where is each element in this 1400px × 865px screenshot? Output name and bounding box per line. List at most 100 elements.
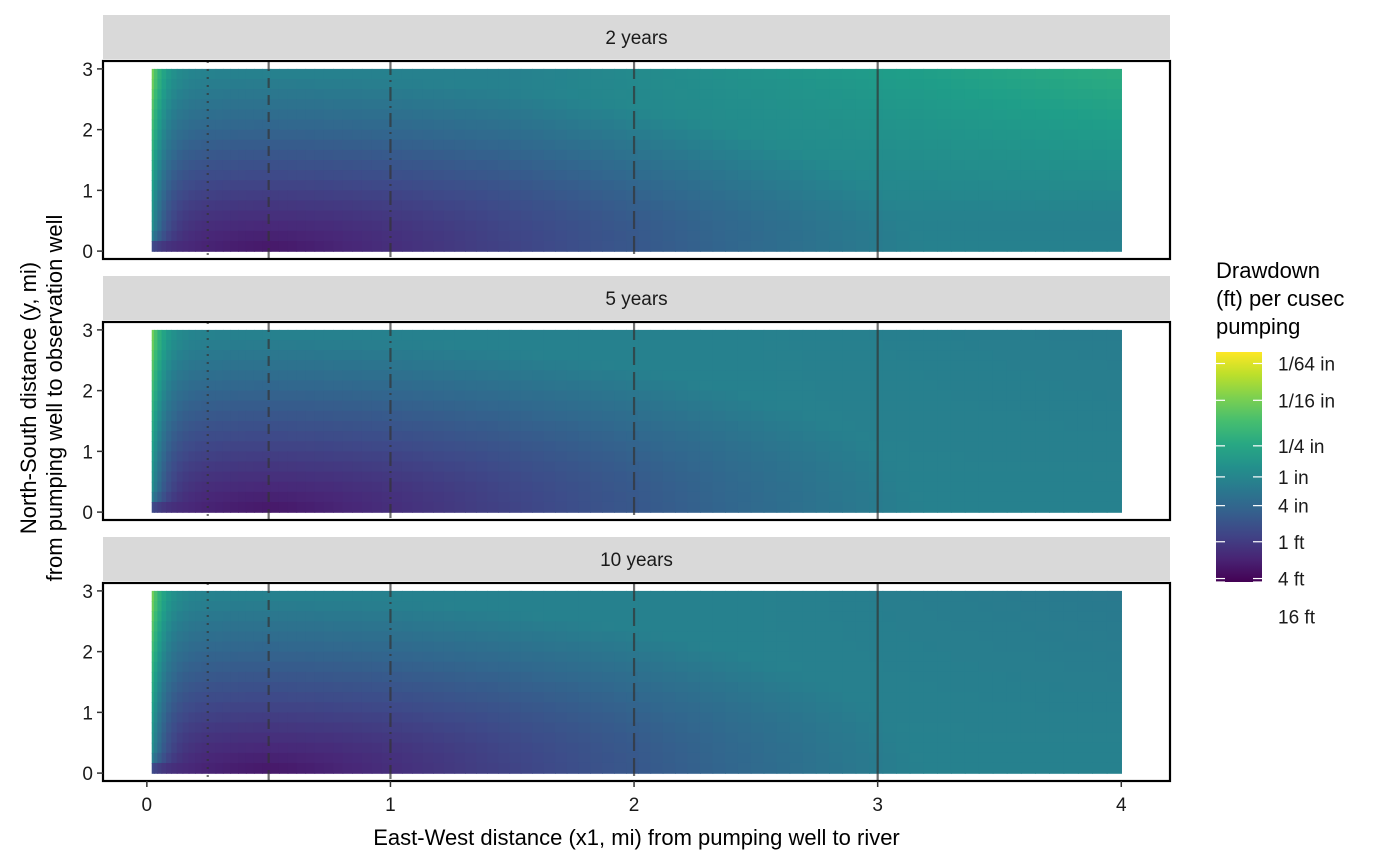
heatmap-cell	[687, 471, 701, 483]
heatmap-cell	[1020, 79, 1036, 90]
heatmap-cell	[443, 89, 456, 100]
heatmap-cell	[412, 119, 424, 131]
heatmap-cell	[626, 119, 639, 131]
heatmap-cell	[750, 661, 765, 673]
heatmap-cell	[815, 190, 830, 202]
heatmap-cell	[842, 601, 857, 612]
heatmap-cell	[675, 329, 689, 341]
heatmap-cell	[498, 400, 511, 412]
heatmap-cell	[151, 712, 155, 724]
heatmap-cell	[487, 390, 499, 402]
heatmap-cell	[509, 451, 522, 463]
heatmap-cell	[638, 149, 652, 161]
heatmap-cell	[815, 621, 830, 633]
heatmap-cell	[151, 200, 155, 212]
heatmap-cell	[687, 762, 701, 774]
heatmap-cell	[1077, 109, 1093, 121]
heatmap-cell	[923, 732, 938, 744]
heatmap-cell	[381, 89, 393, 100]
heatmap-cell	[1077, 742, 1093, 754]
heatmap-cell	[815, 350, 830, 361]
heatmap-cell	[476, 109, 488, 121]
heatmap-cell	[578, 210, 591, 222]
heatmap-cell	[487, 742, 499, 754]
heatmap-cell	[323, 671, 334, 683]
heatmap-cell	[433, 421, 445, 432]
heatmap-cell	[296, 380, 307, 392]
heatmap-cell	[737, 390, 752, 402]
heatmap-cell	[465, 661, 477, 673]
heatmap-cell	[842, 742, 857, 754]
heatmap-cell	[305, 400, 316, 412]
heatmap-cell	[964, 722, 980, 734]
heatmap-cell	[750, 390, 765, 402]
heatmap-cell	[314, 220, 325, 232]
heatmap-cell	[166, 491, 172, 503]
heatmap-cell	[262, 79, 272, 90]
heatmap-cell	[602, 180, 615, 192]
heatmap-cell	[454, 641, 466, 653]
heatmap-cell	[909, 712, 925, 724]
heatmap-cell	[909, 200, 925, 212]
heatmap-cell	[296, 732, 307, 744]
heatmap-cell	[1092, 350, 1108, 361]
heatmap-cell	[687, 170, 701, 181]
heatmap-cell	[909, 421, 925, 432]
heatmap-cell	[342, 722, 353, 734]
x-tick-label: 2	[629, 795, 640, 816]
heatmap-cell	[391, 68, 403, 80]
heatmap-cell	[555, 631, 568, 643]
heatmap-cell	[992, 762, 1008, 774]
heatmap-cell	[151, 139, 155, 151]
heatmap-cell	[520, 742, 533, 754]
heatmap-cell	[361, 732, 373, 744]
heatmap-cell	[412, 89, 424, 100]
heatmap-cell	[802, 400, 817, 412]
heatmap-cell	[602, 160, 615, 171]
heatmap-cell	[1049, 421, 1065, 432]
heatmap-cell	[626, 742, 639, 754]
heatmap-cell	[371, 732, 383, 744]
heatmap-cell	[433, 671, 445, 683]
heatmap-cell	[964, 200, 980, 212]
heatmap-cell	[1106, 200, 1122, 212]
heatmap-cell	[498, 240, 511, 252]
heatmap-cell	[188, 441, 196, 453]
heatmap-cell	[964, 651, 980, 663]
heatmap-cell	[750, 590, 765, 602]
heatmap-cell	[520, 682, 533, 693]
heatmap-cell	[296, 661, 307, 673]
heatmap-cell	[238, 621, 247, 633]
heatmap-cell	[487, 471, 499, 483]
heatmap-cell	[602, 329, 615, 341]
heatmap-cell	[1006, 631, 1022, 643]
heatmap-cell	[699, 590, 714, 602]
heatmap-cell	[532, 702, 545, 714]
heatmap-cell	[626, 190, 639, 202]
heatmap-cell	[188, 431, 196, 442]
heatmap-cell	[725, 471, 739, 483]
heatmap-cell	[520, 590, 533, 602]
heatmap-cell	[487, 722, 499, 734]
heatmap-cell	[776, 139, 791, 151]
heatmap-cell	[381, 451, 393, 463]
heatmap-cell	[566, 230, 580, 242]
heatmap-cell	[855, 661, 870, 673]
heatmap-cell	[454, 491, 466, 503]
heatmap-cell	[176, 421, 184, 432]
heatmap-cell	[215, 350, 224, 361]
heatmap-cell	[869, 390, 884, 402]
heatmap-cell	[923, 421, 938, 432]
heatmap-cell	[323, 611, 334, 622]
heatmap-cell	[1077, 471, 1093, 483]
heatmap-cell	[1049, 139, 1065, 151]
heatmap-cell	[195, 190, 203, 202]
heatmap-cell	[802, 370, 817, 382]
heatmap-cell	[352, 149, 363, 161]
heatmap-cell	[188, 762, 196, 774]
heatmap-cell	[171, 329, 178, 341]
heatmap-cell	[262, 621, 272, 633]
heatmap-cell	[776, 180, 791, 192]
heatmap-cell	[614, 380, 627, 392]
heatmap-cell	[815, 501, 830, 513]
